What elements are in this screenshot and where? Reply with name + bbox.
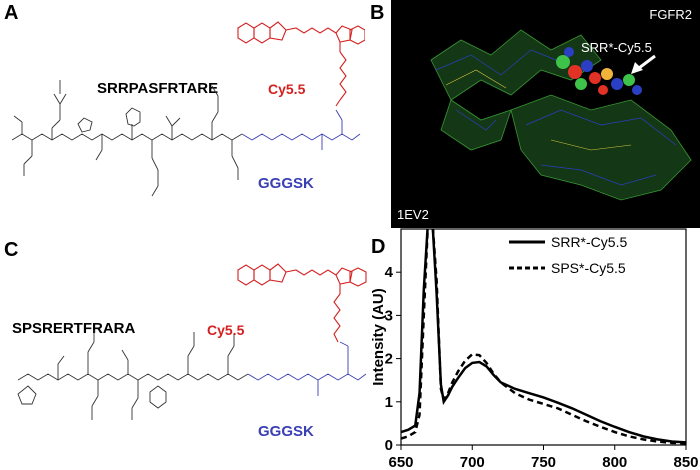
fgfr2-ribbon: [430, 29, 692, 201]
panel-a-linker-label: GGGSK: [258, 175, 314, 192]
y-axis-label: Intensity (AU): [370, 288, 387, 386]
panel-c-sequence: SPSRERTFRARA: [12, 320, 136, 337]
ligand-spheres: [556, 47, 642, 95]
fgfr2-yellow-strands: [445, 69, 632, 151]
x-axis-ticks: 650 700 750 800 850: [388, 445, 699, 470]
panel-c-label: C: [4, 239, 19, 261]
panel-a-peptide-backbone: [11, 80, 243, 197]
protein-label: FGFR2: [649, 7, 692, 22]
y-tick-label: 0: [385, 437, 393, 454]
pdb-id-label: 1EV2: [397, 207, 429, 222]
x-tick-label: 850: [673, 454, 698, 470]
panel-c-linker-label: GGGSK: [258, 423, 314, 440]
panel-a-linker-structure: [241, 109, 361, 150]
chart-series: [401, 229, 686, 445]
panel-a-sequence: SRRPASFRTARE: [97, 80, 219, 97]
x-tick-label: 750: [531, 454, 556, 470]
ligand-label: SRR*-Cy5.5: [581, 40, 652, 55]
y-tick-label: 1: [385, 394, 393, 411]
protein-structure-panel: FGFR2 SRR*-Cy5.5 1EV2: [391, 0, 700, 228]
series-line-sps: [401, 229, 686, 445]
series-line-srr: [401, 229, 686, 444]
panel-c-cy55-structure: [237, 263, 367, 343]
panel-c-dye-label: Cy5.5: [207, 322, 245, 338]
chart-plot-frame: [400, 228, 687, 446]
y-axis-ticks: 0 1 2 3 4: [385, 264, 401, 454]
panel-c-linker-structure: [247, 341, 367, 396]
legend-label-sps: SPS*-Cy5.5: [551, 260, 626, 276]
panel-d-label: D: [371, 236, 386, 258]
y-tick-label: 3: [385, 307, 393, 324]
x-tick-label: 700: [460, 454, 485, 470]
panel-c-peptide-backbone: [17, 330, 249, 420]
y-tick-label: 2: [385, 351, 393, 368]
x-tick-label: 800: [602, 454, 627, 470]
panel-a-dye-label: Cy5.5: [268, 81, 306, 97]
ligand-arrow: [631, 54, 656, 74]
y-tick-label: 4: [385, 264, 394, 281]
panel-a-cy55-structure: [237, 21, 365, 107]
panel-a-structure: [11, 21, 365, 197]
legend-label-srr: SRR*-Cy5.5: [551, 234, 627, 250]
fgfr2-blue-strands: [435, 49, 677, 186]
panel-b-label: B: [370, 2, 385, 24]
panel-a-label: A: [4, 2, 19, 24]
x-tick-label: 650: [388, 454, 413, 470]
chart-legend: SRR*-Cy5.5 SPS*-Cy5.5: [509, 234, 627, 276]
fgfr2-structure-render: [430, 29, 692, 201]
panel-c-structure: [17, 263, 367, 420]
